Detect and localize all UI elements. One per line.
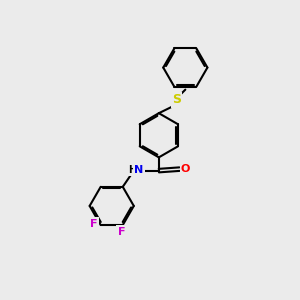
- Text: F: F: [118, 226, 125, 236]
- Text: O: O: [181, 164, 190, 174]
- Text: F: F: [91, 219, 98, 229]
- Text: H: H: [128, 165, 136, 175]
- Text: S: S: [172, 93, 181, 106]
- Text: N: N: [134, 165, 143, 175]
